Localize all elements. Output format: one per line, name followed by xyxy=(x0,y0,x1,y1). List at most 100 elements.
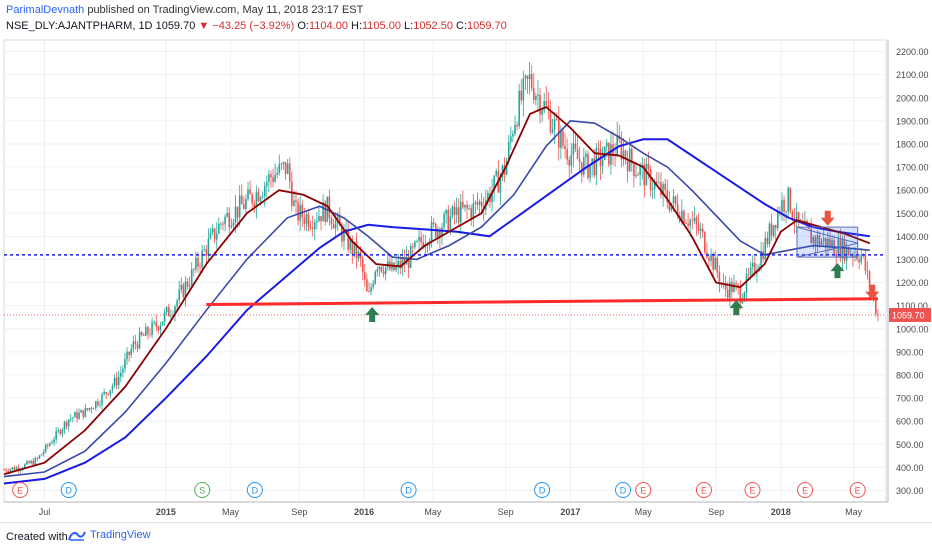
x-tick-label: Sep xyxy=(291,507,307,517)
x-tick-label: Sep xyxy=(708,507,724,517)
candle-body xyxy=(695,217,698,225)
triangle-pattern-lines xyxy=(796,226,858,258)
candle-body xyxy=(17,467,20,471)
candle-body xyxy=(751,262,754,268)
candle-body xyxy=(687,223,689,226)
candle-body xyxy=(234,206,237,223)
candle-body xyxy=(831,240,833,247)
candle-body xyxy=(128,351,130,356)
candle-body xyxy=(153,321,155,323)
event-marker-label: D xyxy=(65,486,72,496)
candle-body xyxy=(814,236,817,245)
candle-body xyxy=(347,228,349,250)
candle-body xyxy=(265,182,268,186)
last-price: 1059.70 xyxy=(155,20,196,32)
candle-body xyxy=(411,246,414,248)
candle-body xyxy=(97,401,99,406)
candle-body xyxy=(666,190,669,203)
candle-body xyxy=(843,239,846,261)
candle-body xyxy=(772,225,775,236)
candle-body xyxy=(591,158,593,165)
candle-body xyxy=(378,266,381,270)
candle-body xyxy=(186,281,189,287)
candle-body xyxy=(476,202,479,205)
candle-body xyxy=(576,148,579,160)
candle-body xyxy=(710,253,712,261)
candle-body xyxy=(145,327,147,336)
chart-area[interactable]: 300.00 400.00 500.00 600.00 700.00 800.00 900.… xyxy=(0,36,932,520)
candle-body xyxy=(188,285,191,287)
candle-body xyxy=(766,237,769,244)
candle-body xyxy=(478,201,481,205)
y-tick-label: 1200.00 xyxy=(896,278,929,288)
y-tick-label: 2200.00 xyxy=(896,47,929,57)
candle-body xyxy=(343,230,345,242)
candle-body xyxy=(228,212,231,228)
candle-body xyxy=(543,101,545,111)
event-marker-earnings xyxy=(695,482,712,498)
candle-body xyxy=(451,206,454,217)
candle-body xyxy=(318,216,320,222)
candle-body xyxy=(726,289,729,298)
candle-body xyxy=(439,229,441,238)
candle-body xyxy=(674,196,677,205)
candle-body xyxy=(243,204,245,209)
high-value: 1105.00 xyxy=(362,20,401,32)
candle-body xyxy=(172,315,174,316)
tradingview-brand-label: TradingView xyxy=(90,529,151,541)
candle-body xyxy=(549,109,552,133)
event-marker-dividend xyxy=(400,482,417,498)
x-tick-label: 2018 xyxy=(771,507,791,517)
candle-body xyxy=(762,251,764,260)
candle-body xyxy=(124,359,126,369)
price-chart[interactable]: 300.00 400.00 500.00 600.00 700.00 800.00 900.… xyxy=(0,36,932,520)
y-tick-label: 1800.00 xyxy=(896,139,929,149)
candle-body xyxy=(370,287,372,292)
low-label: L: xyxy=(404,20,414,32)
candle-body xyxy=(24,464,26,469)
author-link[interactable]: ParimalDevnath xyxy=(6,4,85,16)
candle-body xyxy=(541,110,543,115)
candle-body xyxy=(57,430,60,431)
support-trendline xyxy=(206,297,878,306)
moving-average-slow xyxy=(3,138,870,485)
candle-body xyxy=(597,148,600,149)
candle-body xyxy=(733,283,735,293)
candle-body xyxy=(662,183,664,195)
candle-body xyxy=(658,182,660,184)
x-tick-label: May xyxy=(424,507,442,517)
candle-body xyxy=(466,204,468,209)
candle-body xyxy=(134,341,137,345)
candle-body xyxy=(138,332,141,349)
candle-body xyxy=(207,238,210,256)
candle-body xyxy=(841,239,844,259)
candle-body xyxy=(691,220,694,222)
candle-body xyxy=(67,419,70,427)
candle-body xyxy=(263,185,266,197)
candle-body xyxy=(568,159,571,166)
candle-body xyxy=(253,203,256,207)
candle-body xyxy=(345,228,347,231)
tradingview-brand[interactable]: TradingView xyxy=(68,529,151,541)
candle-body xyxy=(551,129,554,133)
candle-body xyxy=(499,176,502,193)
candle-body xyxy=(624,150,627,159)
candle-body xyxy=(386,261,389,267)
candle-body xyxy=(839,239,842,259)
candle-body xyxy=(395,265,397,271)
candle-body xyxy=(783,199,785,212)
candle-body xyxy=(868,271,871,289)
candle-body xyxy=(49,443,51,446)
event-marker-earnings xyxy=(744,482,761,498)
event-marker-earnings xyxy=(849,482,866,498)
candle-body xyxy=(449,216,452,230)
candle-body xyxy=(353,241,356,254)
candle-body xyxy=(155,321,158,327)
candle-body xyxy=(789,187,792,212)
candle-body xyxy=(111,385,114,390)
green-up-arrow xyxy=(729,300,744,316)
y-tick-label: 500.00 xyxy=(896,440,924,450)
candle-body xyxy=(305,214,308,224)
candle-body xyxy=(311,227,314,230)
candle-body xyxy=(297,202,299,221)
